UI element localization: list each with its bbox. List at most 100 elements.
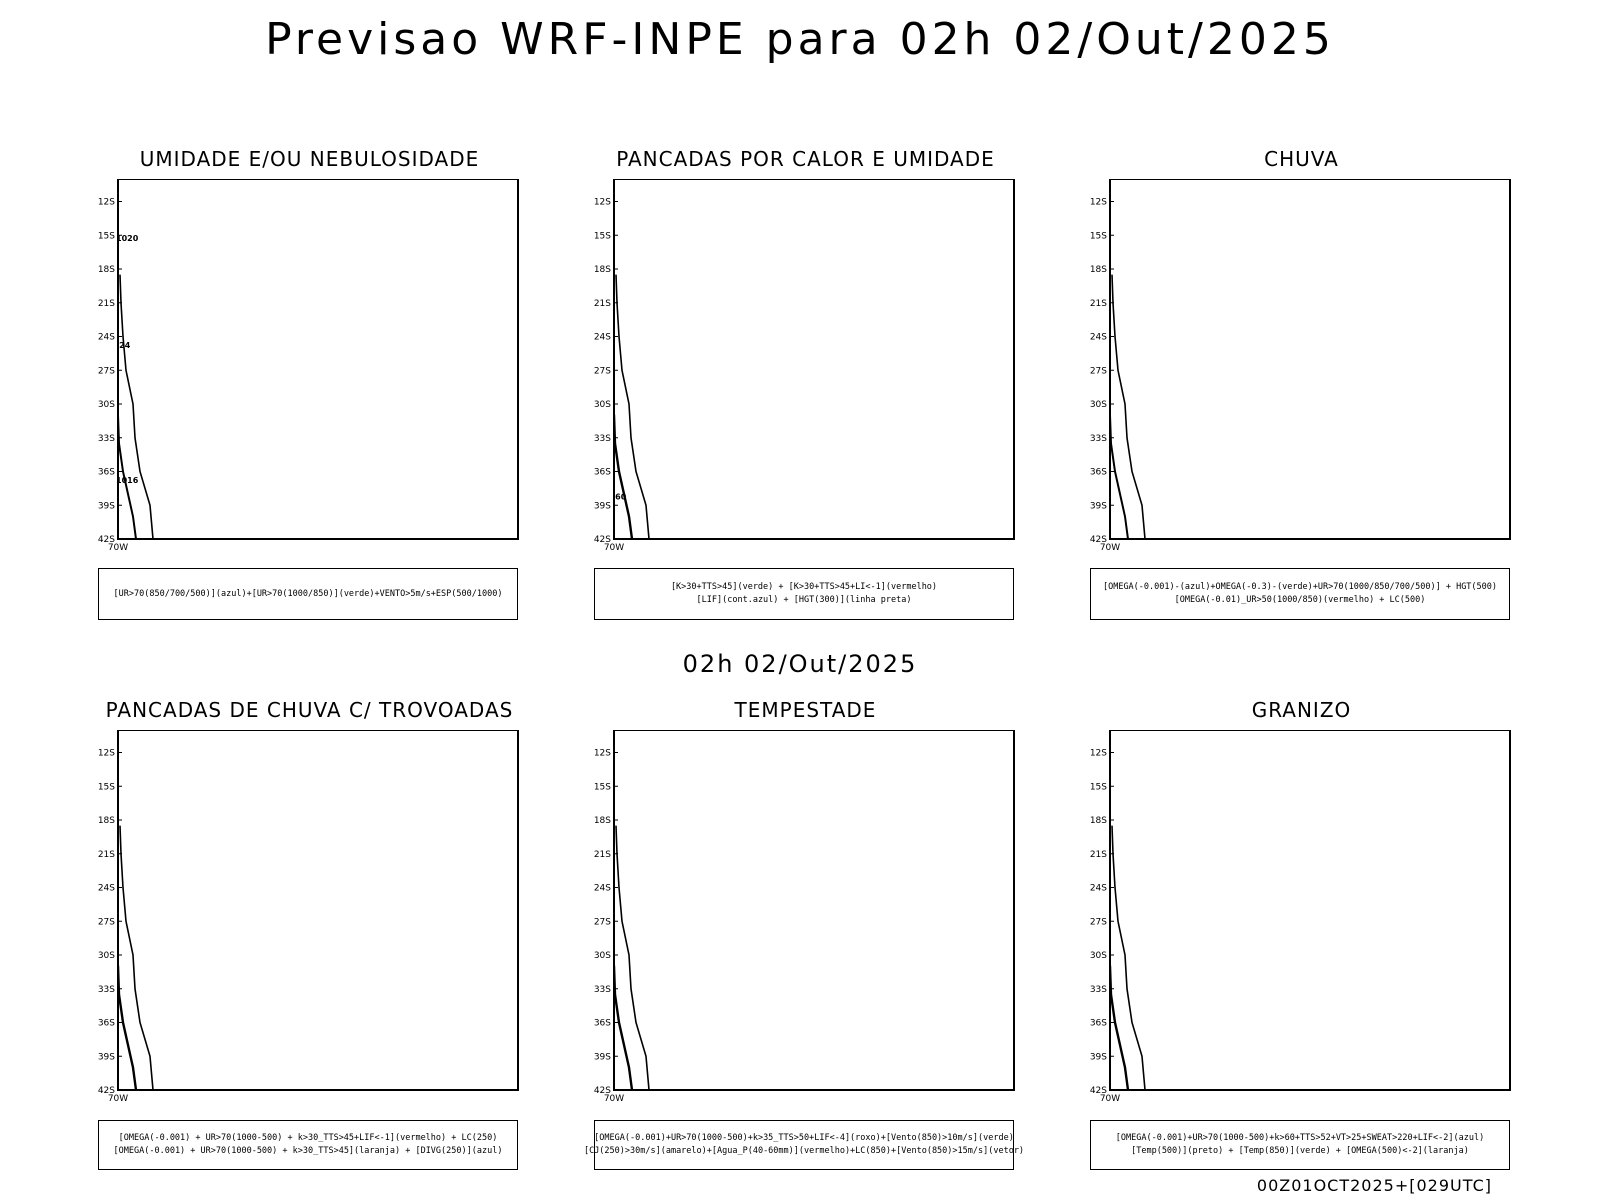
isobar [118,470,119,472]
contour-label: 1024 [108,341,131,350]
map-layer [594,748,650,1090]
contour-label: 9360 [604,493,627,502]
legend-line: [OMEGA(-0.001)+UR>70(1000-500)+k>35_TTS>… [594,1133,1014,1143]
lat-tick-label: 12S [1090,198,1107,208]
legend-line: [OMEGA(-0.001) + UR>70(1000-500) + k>30_… [113,1146,503,1156]
streamline [614,748,615,749]
lat-tick-label: 15S [98,782,115,792]
lat-tick-label: 30S [1090,400,1107,410]
map-granizo: -12-15-12-15-15-1212S 15S 18S 21S 24S 27S 30S 3… [1090,730,1511,1104]
hail-contour [1090,962,1093,966]
lat-tick-label: 12S [98,749,115,759]
map-frame [613,179,1015,540]
map-layer: 9520960096009600944095209520944093609360 [594,179,650,539]
country-border [1110,409,1129,539]
contour-label: 1016 [116,476,139,485]
coastline-west [1111,825,1146,1090]
wind-vector [594,1035,601,1037]
lat-tick-label: 30S [594,951,611,961]
lat-tick-label: 33S [594,985,611,995]
divergence-area [104,790,111,805]
lat-tick-label: 36S [1090,1019,1107,1029]
thickness-contour [118,450,119,452]
temp-850-contour [1110,918,1111,920]
lat-tick-label: 18S [98,265,115,275]
lat-tick-label: 21S [594,299,611,309]
lat-tick-label: 15S [98,231,115,241]
contour-label: 582 [1090,318,1097,327]
country-border [1110,959,1130,1090]
lat-tick-label: 15S [594,782,611,792]
coastline-west [615,274,650,539]
lat-tick-label: 30S [98,951,115,961]
lat-tick-label: 15S [1090,231,1107,241]
map-chuva: 58858257658257657657357058257612S15S18S2… [1090,179,1511,553]
contour-label: 576 [1090,453,1097,462]
lat-tick-label: 24S [98,884,115,894]
panel-title: CHUVA [1264,147,1339,171]
streamline [118,836,119,838]
temp-500-contour [1110,1033,1111,1034]
coastline-west [615,825,650,1090]
panel-granizo: GRANIZO -12-15-12-15-15-1212S 15S 18S 21S 24… [1090,698,1513,1106]
contour-label: 1020 [116,234,139,243]
lat-tick-label: 12S [1090,749,1107,759]
panel-title: TEMPESTADE [734,698,877,722]
lat-tick-label: 27S [1090,917,1107,927]
lon-tick-label: 70W [108,543,128,553]
map-frame [117,179,519,540]
legend-chuva: [OMEGA(-0.001)-(azul)+OMEGA(-0.3)-(verde… [1090,568,1510,620]
lon-tick-label: 70W [604,1094,624,1104]
streamline [614,909,615,910]
lat-tick-label: 33S [1090,985,1107,995]
mid-date-label: 02h 02/Out/2025 [682,650,918,678]
lat-tick-label: 24S [1090,884,1107,894]
lon-tick-label: 70W [108,1094,128,1104]
run-timestamp: 00Z01OCT2025+[029UTC] [1256,1176,1492,1195]
lat-tick-label: 18S [594,265,611,275]
legend-granizo: [OMEGA(-0.001)+UR>70(1000-500)+k>60+TTS>… [1090,1120,1510,1170]
lif-contour [614,279,615,372]
lat-tick-label: 27S [1090,366,1107,376]
legend-pancadas-calor: [K>30+TTS>45](verde) + [K>30+TTS>45+LI<-… [594,568,1014,620]
wind-vector [594,1082,601,1084]
panel-chuva: CHUVA 58858257658257657657357058257612S1… [1090,147,1513,555]
lat-tick-label: 30S [594,400,611,410]
temp-850-contour [1110,859,1111,861]
lat-tick-label: 12S [594,749,611,759]
map-pancadas-calor: 9520960096009600944095209520944093609360… [594,179,1015,553]
lat-tick-label: 33S [1090,434,1107,444]
legend-line: [K>30+TTS>45](verde) + [K>30+TTS>45+LI<-… [670,582,938,592]
lat-tick-label: 15S [594,231,611,241]
country-border [614,408,634,539]
k-tts-area [594,179,614,382]
lat-tick-label: 21S [98,850,115,860]
lat-tick-label: 36S [594,1019,611,1029]
lon-tick-label: 70W [604,543,624,553]
lon-tick-label: 70W [1100,543,1120,553]
lat-tick-label: 33S [98,985,115,995]
lat-tick-label: 12S [594,198,611,208]
coastline-west [119,825,154,1090]
lat-tick-label: 21S [98,299,115,309]
map-layer: 1020101610121012101610201024101610201024… [98,224,154,539]
map-tempestade: 12S15S18S21S24S27S30S33S36S39S42S70W65W6… [594,730,1015,1104]
lat-tick-label: 39S [1090,501,1107,511]
map-frame [1109,179,1511,540]
humidity-core [98,235,118,291]
lat-tick-label: 18S [1090,265,1107,275]
lat-tick-label: 18S [1090,816,1107,826]
map-layer [104,765,154,1090]
legend-line: [UR>70(850/700/500)](azul)+[UR>70(1000/8… [113,588,503,599]
legend-line: [LIF](cont.azul) + [HGT(300)](linha pret… [696,595,912,605]
legend-tempestade: [OMEGA(-0.001)+UR>70(1000-500)+k>35_TTS>… [584,1120,1024,1170]
lat-tick-label: 30S [98,400,115,410]
streamline [614,977,615,979]
lat-tick-label: 27S [594,917,611,927]
lat-tick-label: 39S [594,501,611,511]
lat-tick-label: 36S [98,468,115,478]
lat-tick-label: 42S [594,535,611,545]
lat-tick-label: 27S [98,917,115,927]
panel-title: UMIDADE E/OU NEBULOSIDADE [139,147,480,171]
lat-tick-label: 33S [594,434,611,444]
